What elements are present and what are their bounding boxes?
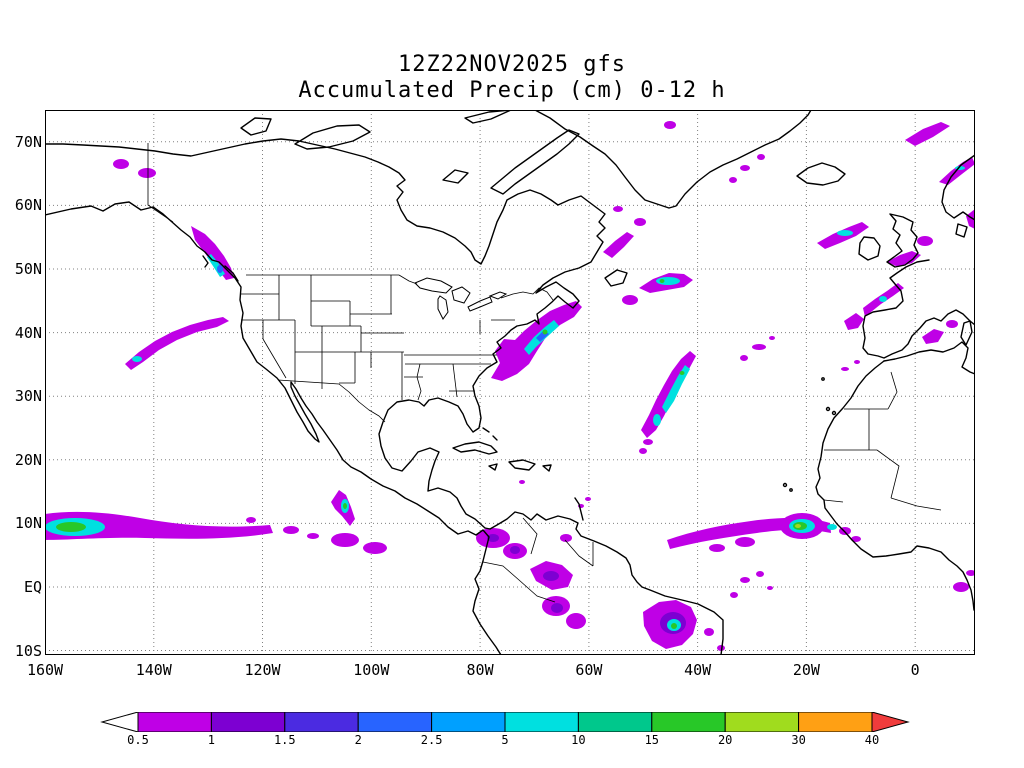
colorbar-label-15: 15 — [644, 733, 660, 747]
colorbar-segment-2 — [284, 711, 359, 733]
map-area — [45, 110, 975, 655]
colorbar-segment-6 — [577, 711, 653, 733]
lat-tick-50N: 50N — [14, 259, 42, 278]
colorbar-below-arrow — [100, 711, 139, 733]
lon-tick-160W: 160W — [26, 661, 64, 679]
lon-tick-120W: 120W — [244, 661, 281, 679]
lat-tick-10N: 10N — [14, 514, 42, 533]
colorbar-label-2.5: 2.5 — [420, 733, 443, 747]
colorbar-label-20: 20 — [717, 733, 733, 747]
lon-tick-100W: 100W — [353, 661, 390, 679]
lon-tick-60W: 60W — [575, 661, 603, 679]
colorbar — [100, 711, 910, 733]
map-svg — [45, 110, 975, 655]
colorbar-segment-1 — [210, 711, 286, 733]
lat-tick-30N: 30N — [14, 387, 42, 406]
colorbar-segment-7 — [651, 711, 726, 733]
lat-tick-10S: 10S — [14, 641, 42, 660]
lon-tick-0: 0 — [910, 661, 920, 679]
map-frame — [45, 110, 975, 655]
lon-tick-80W: 80W — [466, 661, 494, 679]
colorbar-label-40: 40 — [864, 733, 880, 747]
colorbar-label-0.5: 0.5 — [127, 733, 149, 747]
colorbar-segment-0 — [137, 711, 212, 733]
colorbar-segment-8 — [724, 711, 800, 733]
lat-tick-20N: 20N — [14, 450, 42, 469]
lat-tick-EQ: EQ — [23, 577, 42, 596]
lon-tick-20W: 20W — [792, 661, 820, 679]
lon-tick-40W: 40W — [684, 661, 712, 679]
colorbar-segment-3 — [357, 711, 433, 733]
colorbar-above-arrow — [871, 711, 910, 733]
lat-tick-40N: 40N — [14, 323, 42, 342]
lat-tick-70N: 70N — [14, 132, 42, 151]
great-lakes-layer — [414, 277, 508, 320]
lon-tick-140W: 140W — [135, 661, 172, 679]
colorbar-label-2: 2 — [354, 733, 362, 747]
chart-title-variable: Accumulated Precip (cm) 0-12 h — [298, 78, 726, 103]
colorbar-label-5: 5 — [501, 733, 509, 747]
colorbar-label-1.5: 1.5 — [273, 733, 296, 747]
colorbar-label-1: 1 — [207, 733, 215, 747]
colorbar-label-10: 10 — [571, 733, 586, 747]
colorbar-segment-5 — [504, 711, 579, 733]
precip-shading-layer — [45, 121, 975, 651]
grid-layer — [45, 110, 975, 655]
coastline-layer — [45, 110, 975, 655]
colorbar-label-30: 30 — [791, 733, 806, 747]
colorbar-svg — [100, 711, 910, 733]
chart-title-model-run: 12Z22NOV2025 gfs — [398, 52, 626, 77]
lat-tick-60N: 60N — [14, 196, 42, 215]
colorbar-segment-9 — [798, 711, 873, 733]
political-borders-layer — [147, 143, 942, 603]
colorbar-segment-4 — [431, 711, 506, 733]
